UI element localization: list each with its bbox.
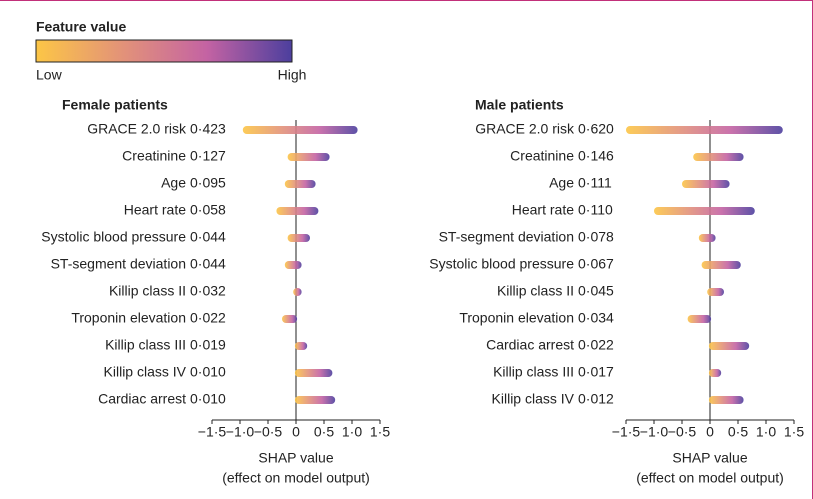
feature-name: GRACE 2.0 risk (87, 121, 187, 137)
feature-importance: 0·010 (190, 391, 226, 407)
feature-importance: 0·044 (190, 256, 226, 272)
x-tick-label: 0·5 (728, 424, 748, 440)
shap-spread (707, 288, 724, 296)
shap-spread (294, 396, 336, 404)
feature-name: Killip class IV (492, 391, 575, 407)
x-axis-subtitle: (effect on model output) (222, 470, 370, 486)
feature-importance: 0·127 (190, 148, 226, 164)
feature-importance: 0·034 (578, 310, 614, 326)
feature-name: Age (549, 175, 574, 191)
legend-high: High (278, 67, 307, 83)
feature-importance: 0·067 (578, 256, 614, 272)
x-tick-label: 1·0 (756, 424, 776, 440)
shap-spread (687, 315, 712, 323)
feature-name: Killip class II (109, 283, 186, 299)
shap-spread (698, 234, 716, 242)
feature-name: Killip class III (105, 337, 186, 353)
feature-importance: 0·078 (578, 229, 614, 245)
x-tick-label: −1·5 (198, 424, 227, 440)
feature-importance: 0·017 (578, 364, 614, 380)
feature-name: GRACE 2.0 risk (475, 121, 575, 137)
feature-name: Heart rate (124, 202, 186, 218)
shap-spread (626, 126, 783, 134)
shap-spread (282, 315, 298, 323)
shap-spread (284, 261, 302, 269)
feature-importance: 0·095 (190, 175, 226, 191)
feature-importance: 0·111 (578, 175, 612, 191)
feature-name: Creatinine (510, 148, 574, 164)
shap-spread (293, 288, 302, 296)
feature-importance: 0·022 (190, 310, 226, 326)
feature-importance: 0·058 (190, 202, 226, 218)
feature-name: Heart rate (512, 202, 574, 218)
feature-importance: 0·146 (578, 148, 614, 164)
feature-name: Systolic blood pressure (41, 229, 186, 245)
feature-name: ST-segment deviation (51, 256, 186, 272)
shap-spread (294, 369, 333, 377)
x-axis-title: SHAP value (258, 450, 333, 466)
x-axis-title: SHAP value (672, 450, 747, 466)
feature-importance: 0·110 (578, 202, 613, 218)
x-tick-label: 1·5 (370, 424, 390, 440)
shap-spread (682, 180, 730, 188)
x-tick-label: 1·0 (342, 424, 362, 440)
feature-name: ST-segment deviation (439, 229, 574, 245)
feature-name: Creatinine (122, 148, 186, 164)
x-tick-label: −1·0 (226, 424, 255, 440)
x-tick-label: −1·0 (640, 424, 669, 440)
feature-name: Killip class II (497, 283, 574, 299)
feature-name: Killip class III (493, 364, 574, 380)
feature-name: Cardiac arrest (486, 337, 574, 353)
feature-importance: 0·620 (578, 121, 614, 137)
feature-importance: 0·022 (578, 337, 614, 353)
feature-name: Cardiac arrest (98, 391, 186, 407)
shap-spread (708, 342, 750, 350)
shap-spread (701, 261, 741, 269)
feature-name: Troponin elevation (71, 310, 186, 326)
shap-spread (284, 180, 316, 188)
feature-importance: 0·010 (190, 364, 226, 380)
feature-name: Killip class IV (104, 364, 187, 380)
legend-title: Feature value (36, 19, 126, 35)
feature-importance: 0·045 (578, 283, 614, 299)
feature-name: Troponin elevation (459, 310, 574, 326)
x-tick-label: −0·5 (254, 424, 283, 440)
feature-importance: 0·423 (190, 121, 226, 137)
shap-spread (287, 234, 310, 242)
feature-name: Systolic blood pressure (429, 256, 574, 272)
x-tick-label: 0·5 (314, 424, 334, 440)
x-tick-label: −0·5 (668, 424, 697, 440)
shap-spread (708, 396, 744, 404)
feature-importance: 0·044 (190, 229, 226, 245)
shap-spread (242, 126, 358, 134)
feature-importance: 0·019 (190, 337, 226, 353)
panel-title: Male patients (475, 97, 564, 113)
shap-spread (276, 207, 319, 215)
shap-spread (693, 153, 744, 161)
feature-importance: 0·012 (578, 391, 614, 407)
x-axis-subtitle: (effect on model output) (636, 470, 784, 486)
x-tick-label: 0 (292, 424, 300, 440)
x-tick-label: −1·5 (612, 424, 641, 440)
legend-low: Low (36, 67, 63, 83)
x-tick-label: 1·5 (784, 424, 804, 440)
legend-colorbar (35, 39, 293, 63)
shap-spread (708, 369, 722, 377)
shap-spread (287, 153, 330, 161)
shap-spread (294, 342, 308, 350)
shap-spread (654, 207, 755, 215)
feature-importance: 0·032 (190, 283, 226, 299)
x-tick-label: 0 (706, 424, 714, 440)
feature-name: Age (161, 175, 186, 191)
panel-title: Female patients (62, 97, 168, 113)
